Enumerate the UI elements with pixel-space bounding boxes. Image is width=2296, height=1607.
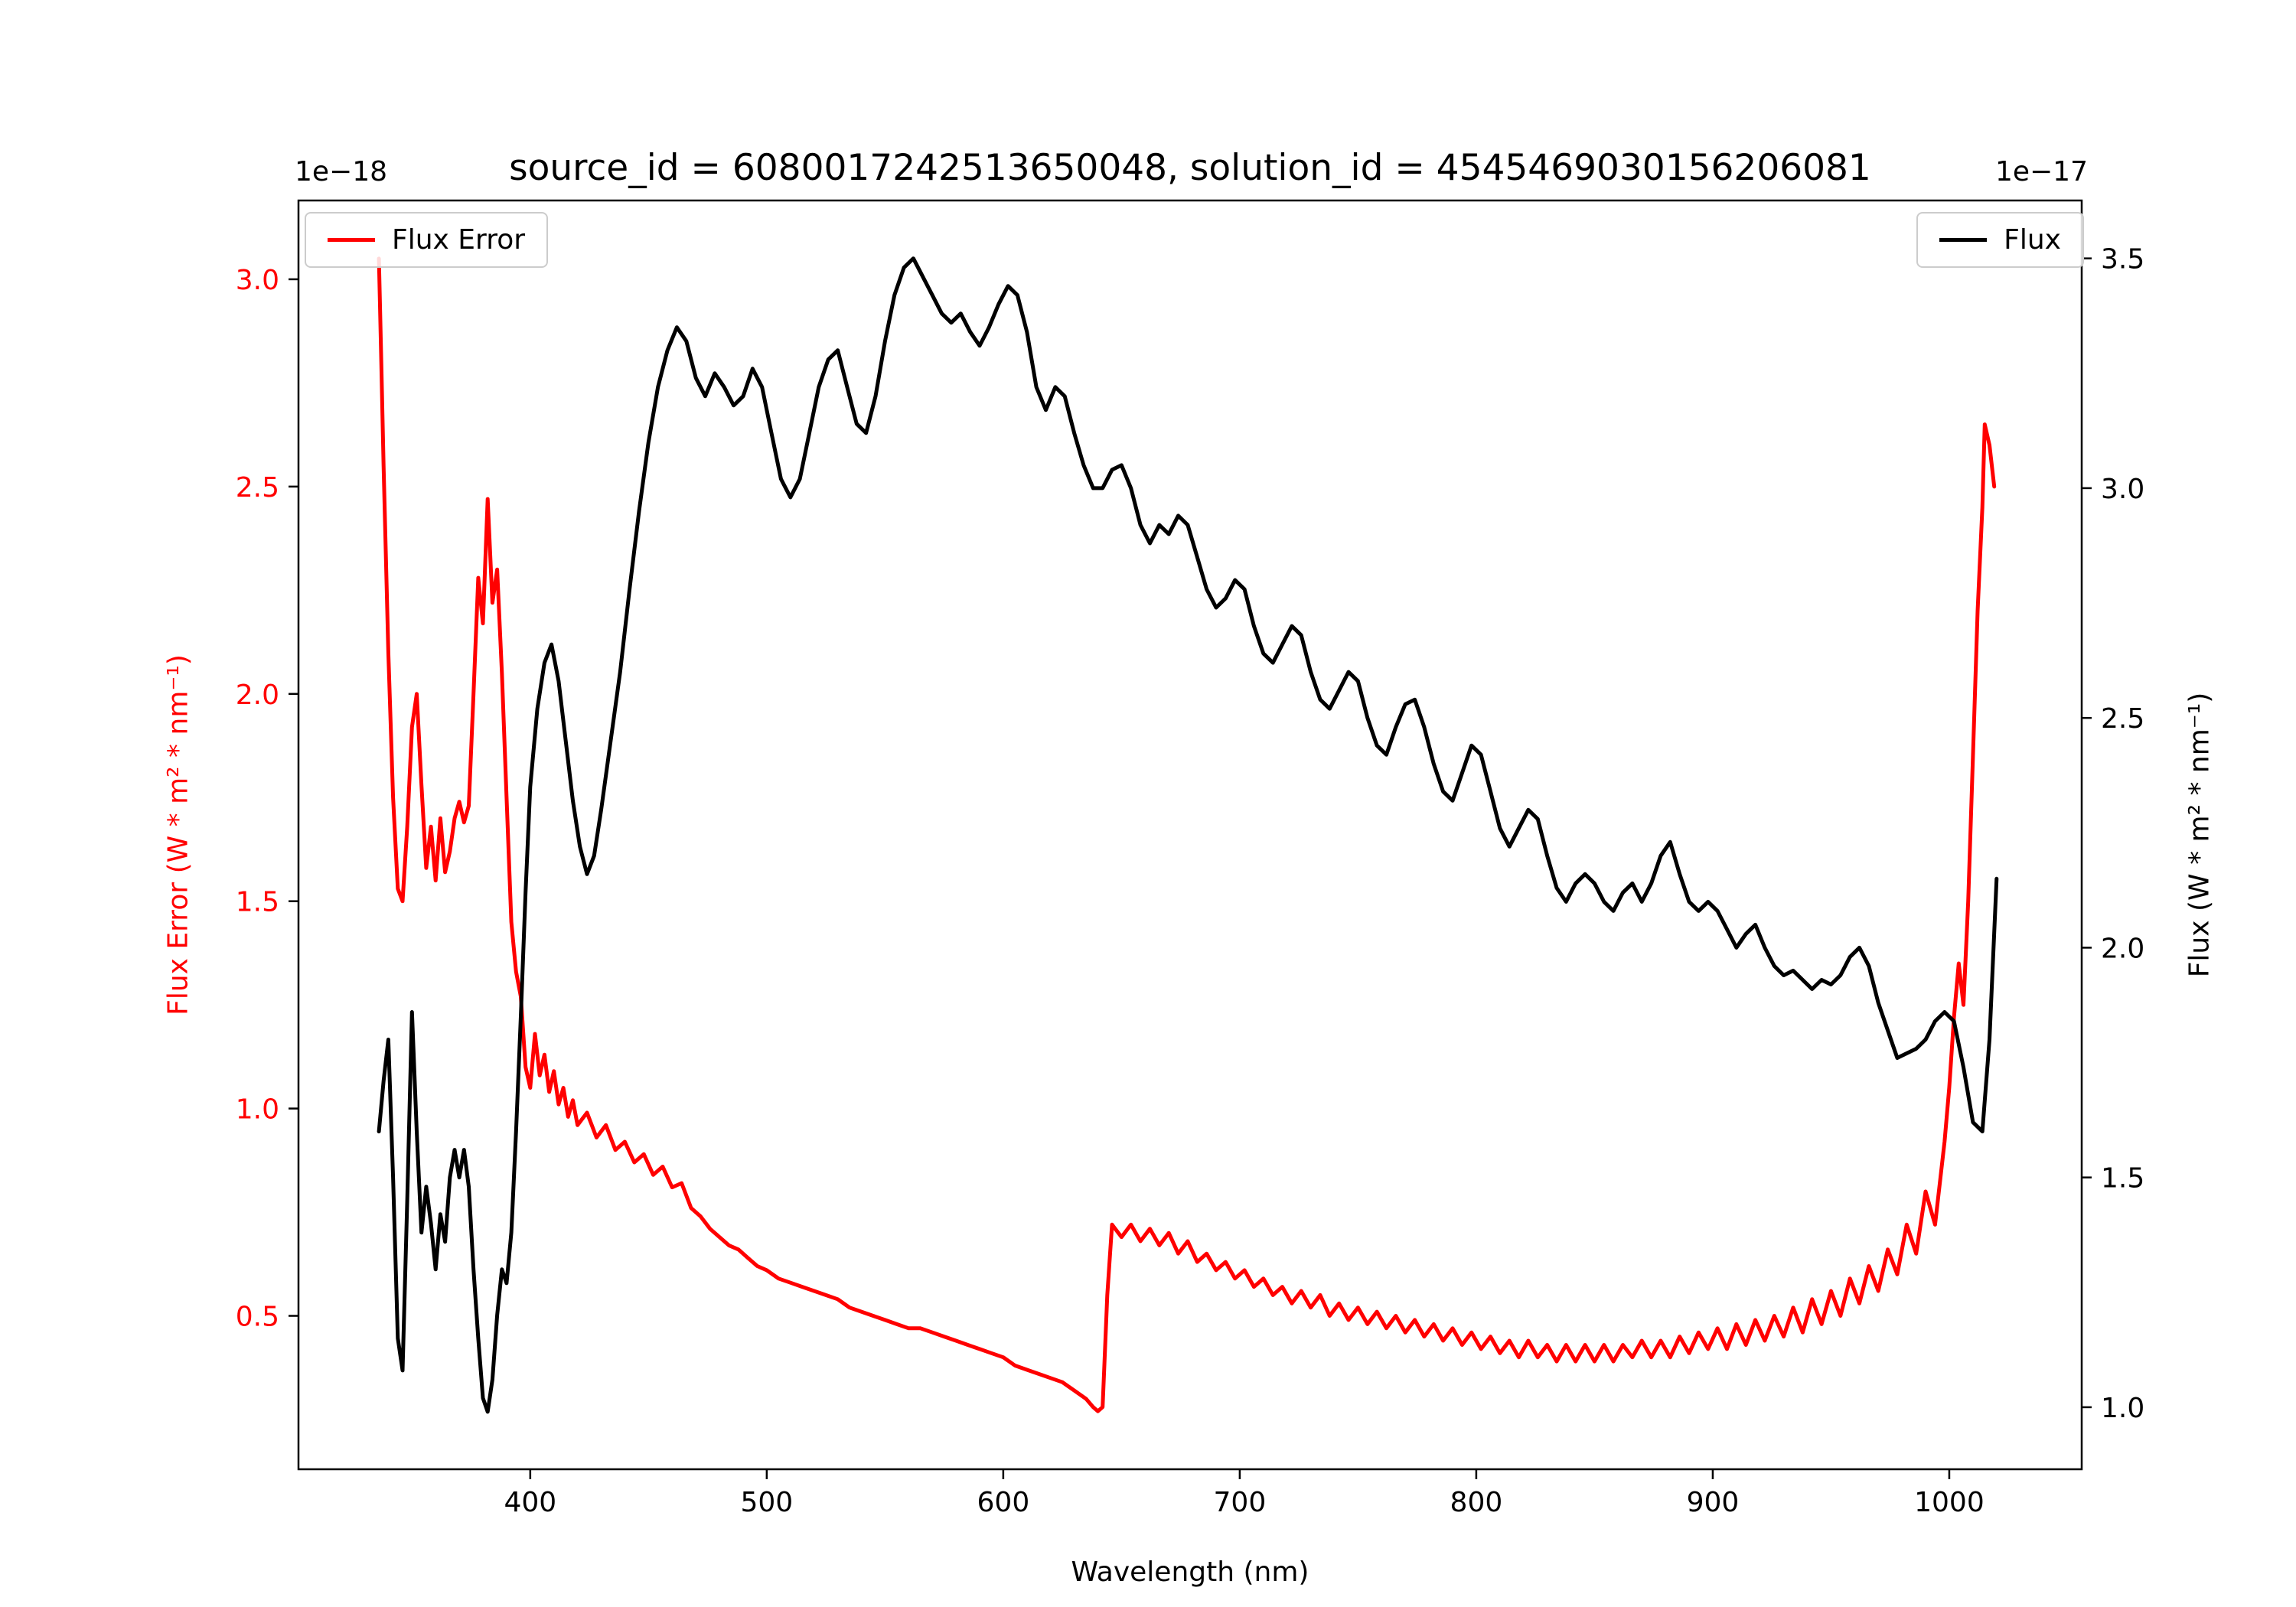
right-y-tick-label: 1.0 (2101, 1393, 2144, 1424)
x-tick-label: 500 (740, 1487, 793, 1518)
x-tick-label: 900 (1687, 1487, 1740, 1518)
x-tick-label: 600 (977, 1487, 1030, 1518)
left-axis-offset-text: 1e−18 (295, 156, 388, 187)
plot-frame (297, 199, 2083, 1471)
left-y-axis-label: Flux Error (W * m² * nm⁻¹) (162, 654, 194, 1015)
x-tick-label: 700 (1214, 1487, 1267, 1518)
right-y-axis-label: Flux (W * m² * nm⁻¹) (2183, 692, 2216, 978)
x-tick-label: 1000 (1914, 1487, 1985, 1518)
right-y-tick-label: 3.5 (2101, 244, 2144, 275)
flux-error-line-sample-icon (328, 238, 375, 242)
chart-title: source_id = 6080017242513650048, solutio… (509, 147, 1871, 189)
legend-flux-error-label: Flux Error (392, 224, 526, 256)
right-axis-offset-text: 1e−17 (1994, 156, 2088, 187)
right-y-tick-label: 3.0 (2101, 474, 2144, 505)
right-y-tick-label: 2.0 (2101, 933, 2144, 964)
x-tick-label: 800 (1450, 1487, 1503, 1518)
left-y-tick-label: 0.5 (236, 1302, 279, 1333)
x-tick-label: 400 (504, 1487, 556, 1518)
flux-line-sample-icon (1939, 238, 1988, 242)
x-axis-label: Wavelength (nm) (1071, 1556, 1309, 1588)
legend-flux-label: Flux (2004, 224, 2061, 256)
legend-flux: Flux (1916, 212, 2084, 268)
left-y-tick-label: 2.5 (236, 472, 279, 504)
right-y-tick-label: 2.5 (2101, 703, 2144, 735)
left-y-tick-label: 1.5 (236, 887, 279, 918)
left-y-tick-label: 2.0 (236, 680, 279, 711)
left-y-tick-label: 1.0 (236, 1094, 279, 1126)
series-line-flux-error (377, 256, 1997, 1413)
right-y-tick-label: 1.5 (2101, 1163, 2144, 1195)
series-line-flux (377, 256, 1999, 1414)
legend-flux-error: Flux Error (305, 212, 549, 268)
left-y-tick-label: 3.0 (236, 265, 279, 296)
